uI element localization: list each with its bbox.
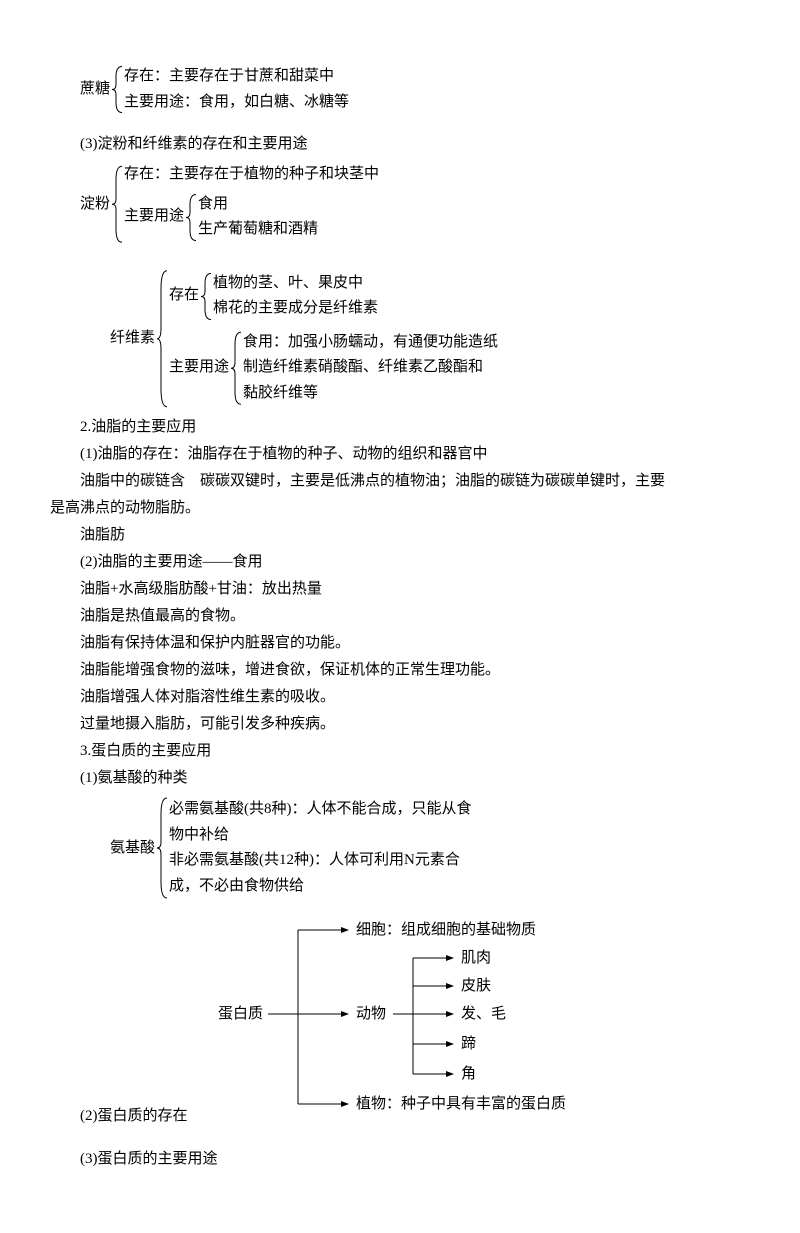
fat-line8: 过量地摄入脂肪，可能引发多种疾病。 [50,711,750,738]
amino-line3: 非必需氨基酸(共12种)：人体可利用N元素合 [169,848,472,874]
diagram-root: 蛋白质 [218,1005,263,1022]
brace-icon [199,271,213,322]
brace-icon [184,192,198,243]
fat-sub1: (1)油脂的存在：油脂存在于植物的种子、动物的组织和器官中 [50,441,750,468]
aminoacid-group: 氨基酸 必需氨基酸(共8种)：人体不能合成，只能从食 物中补给 非必需氨基酸(共… [50,796,750,900]
section3-title: (3)淀粉和纤维素的存在和主要用途 [50,131,750,158]
fat-line1: 油脂中的碳链含 碳碳双键时，主要是低沸点的植物油；油脂的碳链为碳碳单键时，主要 [50,468,750,495]
starch-use1: 食用 [198,192,318,218]
starch-uses-group: 主要用途 食用 生产葡萄糖和酒精 [124,192,379,243]
fat-line1b: 是高沸点的动物脂肪。 [50,495,750,522]
diagram-horn: 角 [461,1065,476,1082]
cellulose-use2: 制造纤维素硝酸酯、纤维素乙酸酯和 [243,355,498,381]
fat-line3: 油脂+水高级脂肪酸+甘油：放出热量 [50,576,750,603]
protein-diagram: 蛋白质 细胞：组成细胞的基础物质 动物 肌肉 皮肤 发、毛 蹄 角 [218,914,638,1124]
fat-line2: 油脂肪 [50,522,750,549]
brace-icon [155,796,169,900]
sucrose-existence: 存在：主要存在于甘蔗和甜菜中 [124,64,349,90]
brace-icon [110,64,124,115]
brace-icon [155,267,169,411]
amino-line2: 物中补给 [169,823,472,849]
starch-uses-label: 主要用途 [124,204,184,230]
starch-group: 淀粉 存在：主要存在于植物的种子和块茎中 主要用途 食用 生产葡萄糖和酒精 [50,162,750,247]
diagram-skin: 皮肤 [461,977,491,994]
cellulose-exist-label: 存在 [169,283,199,309]
protein-sub2: (2)蛋白质的存在 [50,1103,188,1130]
starch-label: 淀粉 [80,191,110,218]
protein-sub3: (3)蛋白质的主要用途 [50,1146,750,1173]
cellulose-label: 纤维素 [110,325,155,352]
cellulose-group: 纤维素 存在 植物的茎、叶、果皮中 棉花的主要成分是纤维素 主要用途 食用：加强… [50,267,750,411]
protein-title: 3.蛋白质的主要应用 [50,738,750,765]
fat-line5: 油脂有保持体温和保护内脏器官的功能。 [50,630,750,657]
diagram-hoof: 蹄 [461,1035,476,1052]
cellulose-exist-group: 存在 植物的茎、叶、果皮中 棉花的主要成分是纤维素 [169,271,498,322]
fat-title: 2.油脂的主要应用 [50,414,750,441]
fat-line7: 油脂增强人体对脂溶性维生素的吸收。 [50,684,750,711]
cellulose-uses-group: 主要用途 食用：加强小肠蠕动，有通便功能造纸 制造纤维素硝酸酯、纤维素乙酸酯和 … [169,330,498,407]
cellulose-exist1: 植物的茎、叶、果皮中 [213,271,378,297]
diagram-muscle: 肌肉 [461,949,491,966]
amino-line1: 必需氨基酸(共8种)：人体不能合成，只能从食 [169,797,472,823]
fat-sub2: (2)油脂的主要用途——食用 [50,549,750,576]
amino-line4: 成，不必由食物供给 [169,874,472,900]
brace-icon [110,162,124,247]
sucrose-label: 蔗糖 [80,76,110,103]
diagram-cell: 细胞：组成细胞的基础物质 [356,921,536,938]
diagram-plant: 植物：种子中具有丰富的蛋白质 [356,1094,566,1112]
brace-icon [229,330,243,407]
cellulose-uses-label: 主要用途 [169,355,229,381]
protein-sub1: (1)氨基酸的种类 [50,765,750,792]
sucrose-uses: 主要用途：食用，如白糖、冰糖等 [124,90,349,116]
diagram-animal: 动物 [356,1005,386,1022]
fat-line4: 油脂是热值最高的食物。 [50,603,750,630]
aminoacid-label: 氨基酸 [110,835,155,862]
starch-existence: 存在：主要存在于植物的种子和块茎中 [124,162,379,188]
cellulose-use3: 黏胶纤维等 [243,381,498,407]
starch-use2: 生产葡萄糖和酒精 [198,217,318,243]
cellulose-use1: 食用：加强小肠蠕动，有通便功能造纸 [243,330,498,356]
fat-line6: 油脂能增强食物的滋味，增进食欲，保证机体的正常生理功能。 [50,657,750,684]
diagram-hair: 发、毛 [461,1005,506,1022]
cellulose-exist2: 棉花的主要成分是纤维素 [213,296,378,322]
sucrose-group: 蔗糖 存在：主要存在于甘蔗和甜菜中 主要用途：食用，如白糖、冰糖等 [50,64,750,115]
